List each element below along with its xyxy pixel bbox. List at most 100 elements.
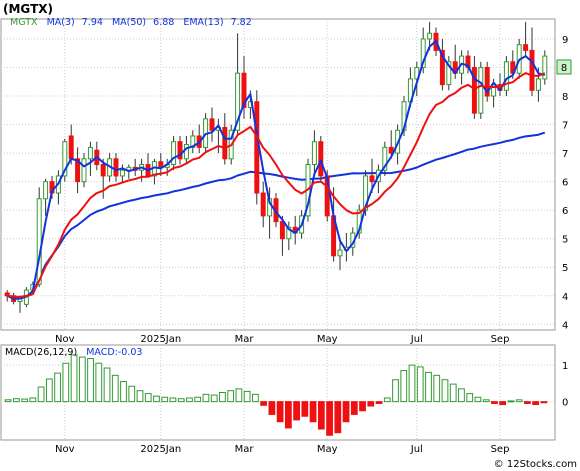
price-y-tick-label: 6	[562, 178, 568, 189]
candle-down	[471, 67, 477, 114]
price-x-tick-label: Nov	[55, 334, 75, 345]
macd-bar-positive	[37, 386, 45, 403]
price-x-tick-label: 2025Jan	[140, 334, 181, 345]
watermark: © 12Stocks.com	[494, 459, 577, 470]
macd-y-tick-label: 0	[562, 398, 568, 409]
candle-down	[241, 72, 247, 108]
candle	[87, 141, 93, 176]
candle-up	[171, 141, 177, 166]
macd-bar-positive	[45, 378, 53, 403]
candle-up	[183, 144, 189, 160]
macd-colon: :	[115, 347, 118, 358]
candle-up	[427, 32, 433, 40]
candle	[484, 61, 490, 102]
macd-bar-positive	[449, 383, 457, 403]
candle	[337, 238, 343, 271]
macd-bar-negative	[293, 401, 300, 421]
macd-y-tick-label: 1	[562, 361, 568, 372]
macd-bar-positive	[111, 374, 119, 403]
price-y-tick-label: 9	[562, 35, 568, 46]
macd-bar-positive	[70, 354, 78, 403]
macd-value: -0.03	[118, 347, 143, 358]
macd-bar-positive	[219, 392, 226, 403]
price-y-tick-label: 6	[562, 206, 568, 217]
candle-down	[523, 44, 529, 51]
macd-panel: 10 MACD(26,12,9) MACD:-0.03	[0, 344, 568, 441]
candle	[241, 56, 247, 119]
legend-ma3-name: MA(3)	[47, 17, 75, 28]
candle-up	[286, 226, 292, 240]
macd-x-tick-label: May	[317, 444, 338, 455]
candle-down	[279, 221, 285, 240]
candle	[439, 38, 445, 91]
price-y-tick-label: 5	[562, 263, 568, 274]
candle	[177, 135, 183, 165]
candle	[286, 221, 292, 251]
candle	[209, 107, 215, 142]
ma50-line	[6, 131, 546, 300]
legend-ema-name: EMA(13)	[183, 17, 223, 28]
macd-bar-positive	[87, 358, 94, 403]
macd-bar-negative	[491, 401, 498, 404]
macd-bar-positive	[153, 395, 160, 403]
last-price-label: 8	[561, 63, 567, 74]
price-x-axis: Nov 2025Jan Mar May Jul Sep	[55, 334, 509, 345]
macd-bar-positive	[12, 398, 20, 403]
price-y-tick-label: 7	[562, 149, 568, 160]
candle-down	[318, 141, 324, 177]
macd-bar-negative	[499, 401, 507, 406]
macd-x-tick-label: Mar	[235, 444, 255, 455]
ma3-path	[6, 39, 546, 300]
ema13-path	[7, 72, 546, 298]
candle-down	[388, 146, 394, 154]
macd-bar-positive	[161, 396, 169, 403]
macd-bar-positive	[458, 388, 465, 403]
candle	[446, 56, 452, 91]
candle-up	[119, 169, 125, 177]
candle	[4, 290, 10, 302]
candle-up	[337, 249, 343, 257]
legend-ema-value: 7.82	[231, 17, 252, 28]
macd-bar-positive	[78, 356, 86, 403]
candle-down	[113, 158, 119, 177]
candle	[420, 27, 426, 74]
legend-ma3-value: 7.94	[82, 17, 103, 28]
macd-bar-negative	[334, 401, 342, 434]
candle-down	[369, 175, 375, 183]
price-x-tick-label: Mar	[235, 334, 255, 345]
macd-bar-negative	[276, 401, 284, 423]
macd-bar-negative	[268, 401, 276, 415]
macd-bar-positive	[95, 362, 103, 403]
macd-x-tick-label: Nov	[55, 444, 75, 455]
macd-bar-positive	[416, 366, 424, 403]
macd-bar-negative	[524, 401, 531, 404]
macd-x-tick-label: Sep	[491, 444, 510, 455]
candle	[75, 147, 81, 194]
price-y-tick-label: 7	[562, 121, 568, 132]
macd-bar-negative	[326, 401, 333, 436]
candle-down	[177, 141, 183, 160]
svg-text:MGTX MA(3) 7.9: MGTX MA(3) 7.94 MA(50) 6.88 EMA(13) 7.82	[10, 17, 252, 28]
ema13-line	[7, 72, 546, 298]
legend-ma50-name: MA(50)	[112, 17, 146, 28]
candle	[260, 181, 266, 228]
macd-bar-positive	[120, 381, 127, 403]
candle-up	[235, 72, 241, 131]
candle	[388, 130, 394, 159]
candle-up	[43, 181, 49, 200]
candle	[542, 50, 548, 85]
legend: MGTX MA(3) 7.94 MA(50) 6.88 EMA(13) 7.82	[10, 17, 252, 28]
macd-bar-negative	[260, 401, 268, 406]
macd-bar-negative	[317, 401, 325, 430]
price-y-axis: 9 8 8 7 7 6 6 5 5 4 4	[562, 35, 568, 331]
candle-down	[260, 192, 266, 217]
macd-bar-positive	[186, 397, 193, 403]
candle	[62, 138, 68, 182]
price-x-tick-label: May	[317, 334, 338, 345]
candle	[523, 21, 529, 57]
macd-bar-negative	[375, 401, 383, 404]
macd-bar-positive	[169, 397, 177, 403]
candle	[382, 141, 388, 176]
macd-bar-positive	[235, 388, 243, 403]
